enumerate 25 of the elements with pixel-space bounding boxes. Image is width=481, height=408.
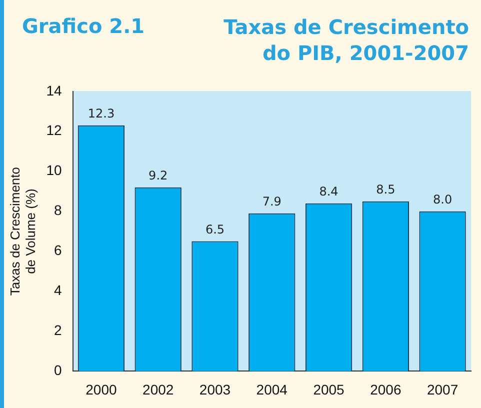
chart-title: Taxas de Crescimento do PIB, 2001-2007 [222,14,469,66]
data-label: 8.0 [433,192,452,206]
data-label: 9.2 [148,168,168,182]
y-axis-title: Taxas de Crescimento de Volume (%) [7,166,38,296]
x-tick-label: 2005 [313,381,345,398]
x-tick-label: 2003 [199,381,231,398]
data-label: 7.9 [262,194,282,208]
y-tick-label: 2 [54,322,62,338]
x-tick-label: 2007 [426,381,458,398]
y-tick-label: 6 [54,242,62,258]
x-tick-label: 2004 [256,381,288,398]
y-tick-label: 14 [46,82,62,98]
x-tick-label: 2002 [142,381,174,398]
text: Grafico 2.1 [22,14,145,38]
data-label: 6.5 [205,222,225,236]
y-tick-label: 8 [54,202,62,218]
data-label: 8.4 [319,184,338,198]
data-label: 8.5 [376,182,396,196]
data-label: 12.3 [88,106,115,120]
y-tick-label: 12 [46,122,62,138]
x-tick-label: 2000 [86,381,117,398]
y-tick-label: 4 [54,282,62,298]
y-tick-label: 10 [46,162,62,178]
x-tick-label: 2006 [370,381,402,398]
y-tick-label: 0 [54,362,62,378]
